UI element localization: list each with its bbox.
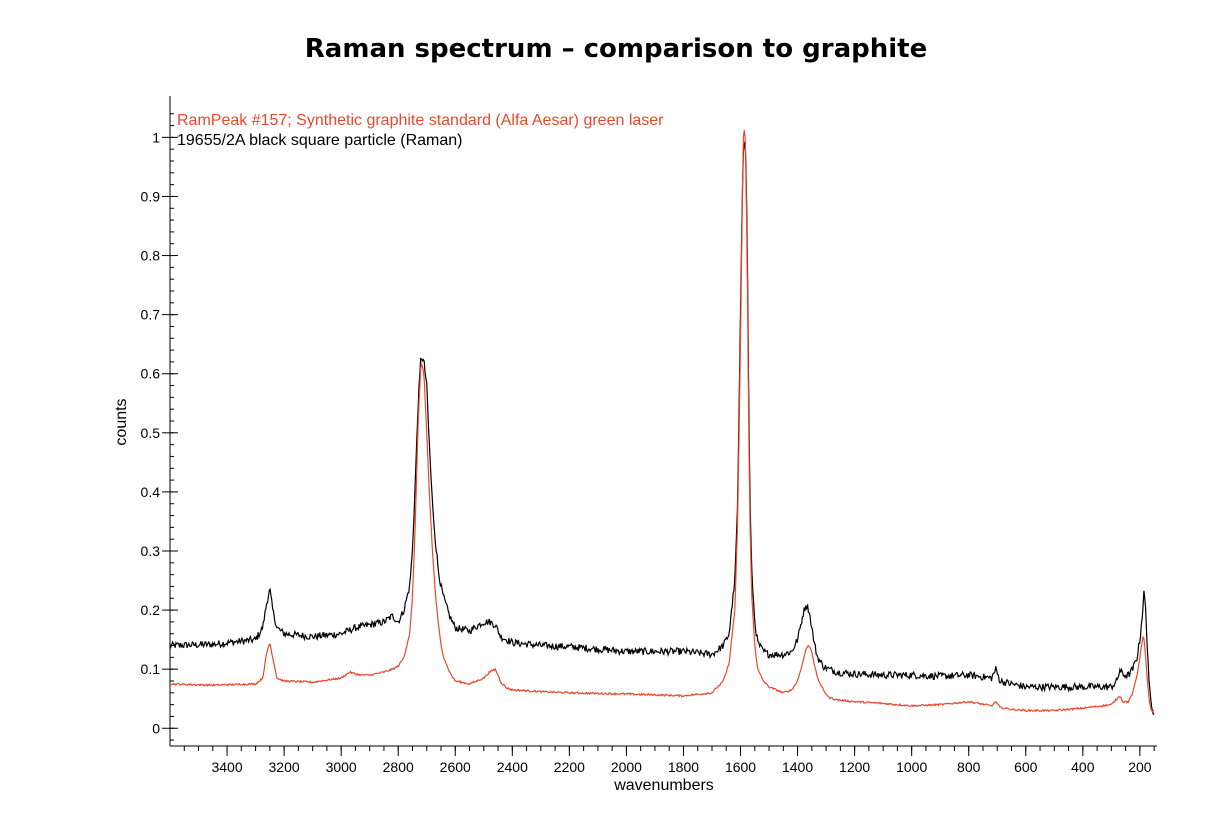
x-tick-label: 2000	[611, 759, 642, 775]
y-tick-label: 0.4	[141, 484, 161, 500]
x-tick-label: 3000	[326, 759, 357, 775]
y-tick-label: 0.3	[141, 543, 161, 559]
x-axis: 3400 3200 3000 2800 2600 2400 2200 2000 1800 1600…	[170, 745, 1157, 775]
x-tick-label: 2600	[440, 759, 471, 775]
x-tick-label: 3200	[269, 759, 300, 775]
x-tick-label: 1800	[668, 759, 699, 775]
x-axis-label: wavenumbers	[613, 777, 714, 794]
x-tick-label: 600	[1014, 759, 1038, 775]
legend-entry-particle: 19655/2A black square particle (Raman)	[177, 132, 463, 149]
x-tick-label: 1200	[839, 759, 870, 775]
series-line-particle	[169, 141, 1155, 716]
y-tick-label: 0.6	[141, 366, 161, 382]
x-tick-label: 1600	[725, 759, 756, 775]
y-tick-label: 0.1	[141, 661, 161, 677]
y-tick-label: 0	[152, 720, 160, 736]
x-tick-label: 3400	[211, 759, 242, 775]
y-tick-label: 0.8	[141, 248, 161, 264]
y-tick-label: 0.7	[141, 307, 161, 323]
x-tick-label: 2400	[497, 759, 528, 775]
x-tick-label: 1400	[782, 759, 813, 775]
y-tick-label: 0.5	[141, 425, 161, 441]
x-tick-label: 400	[1071, 759, 1095, 775]
series-lines	[169, 130, 1155, 716]
x-tick-label: 2200	[554, 759, 585, 775]
y-tick-label: 0.2	[141, 602, 161, 618]
y-axis-label: counts	[113, 398, 130, 445]
y-tick-label: 0.9	[141, 188, 161, 204]
y-axis: 0 0.1 0.2 0.3 0.4 0.5 0.6 0.7 0.8 0.9 1	[141, 96, 178, 746]
x-tick-label: 2800	[383, 759, 414, 775]
chart-title: Raman spectrum – comparison to graphite	[304, 34, 928, 64]
legend-entry-graphite-standard: RamPeak #157; Synthetic graphite standar…	[177, 112, 664, 129]
x-tick-label: 800	[957, 759, 981, 775]
x-tick-label: 200	[1128, 759, 1152, 775]
series-line-graphite-standard	[170, 130, 1155, 713]
y-tick-label: 1	[152, 129, 160, 145]
x-tick-label: 1000	[896, 759, 927, 775]
